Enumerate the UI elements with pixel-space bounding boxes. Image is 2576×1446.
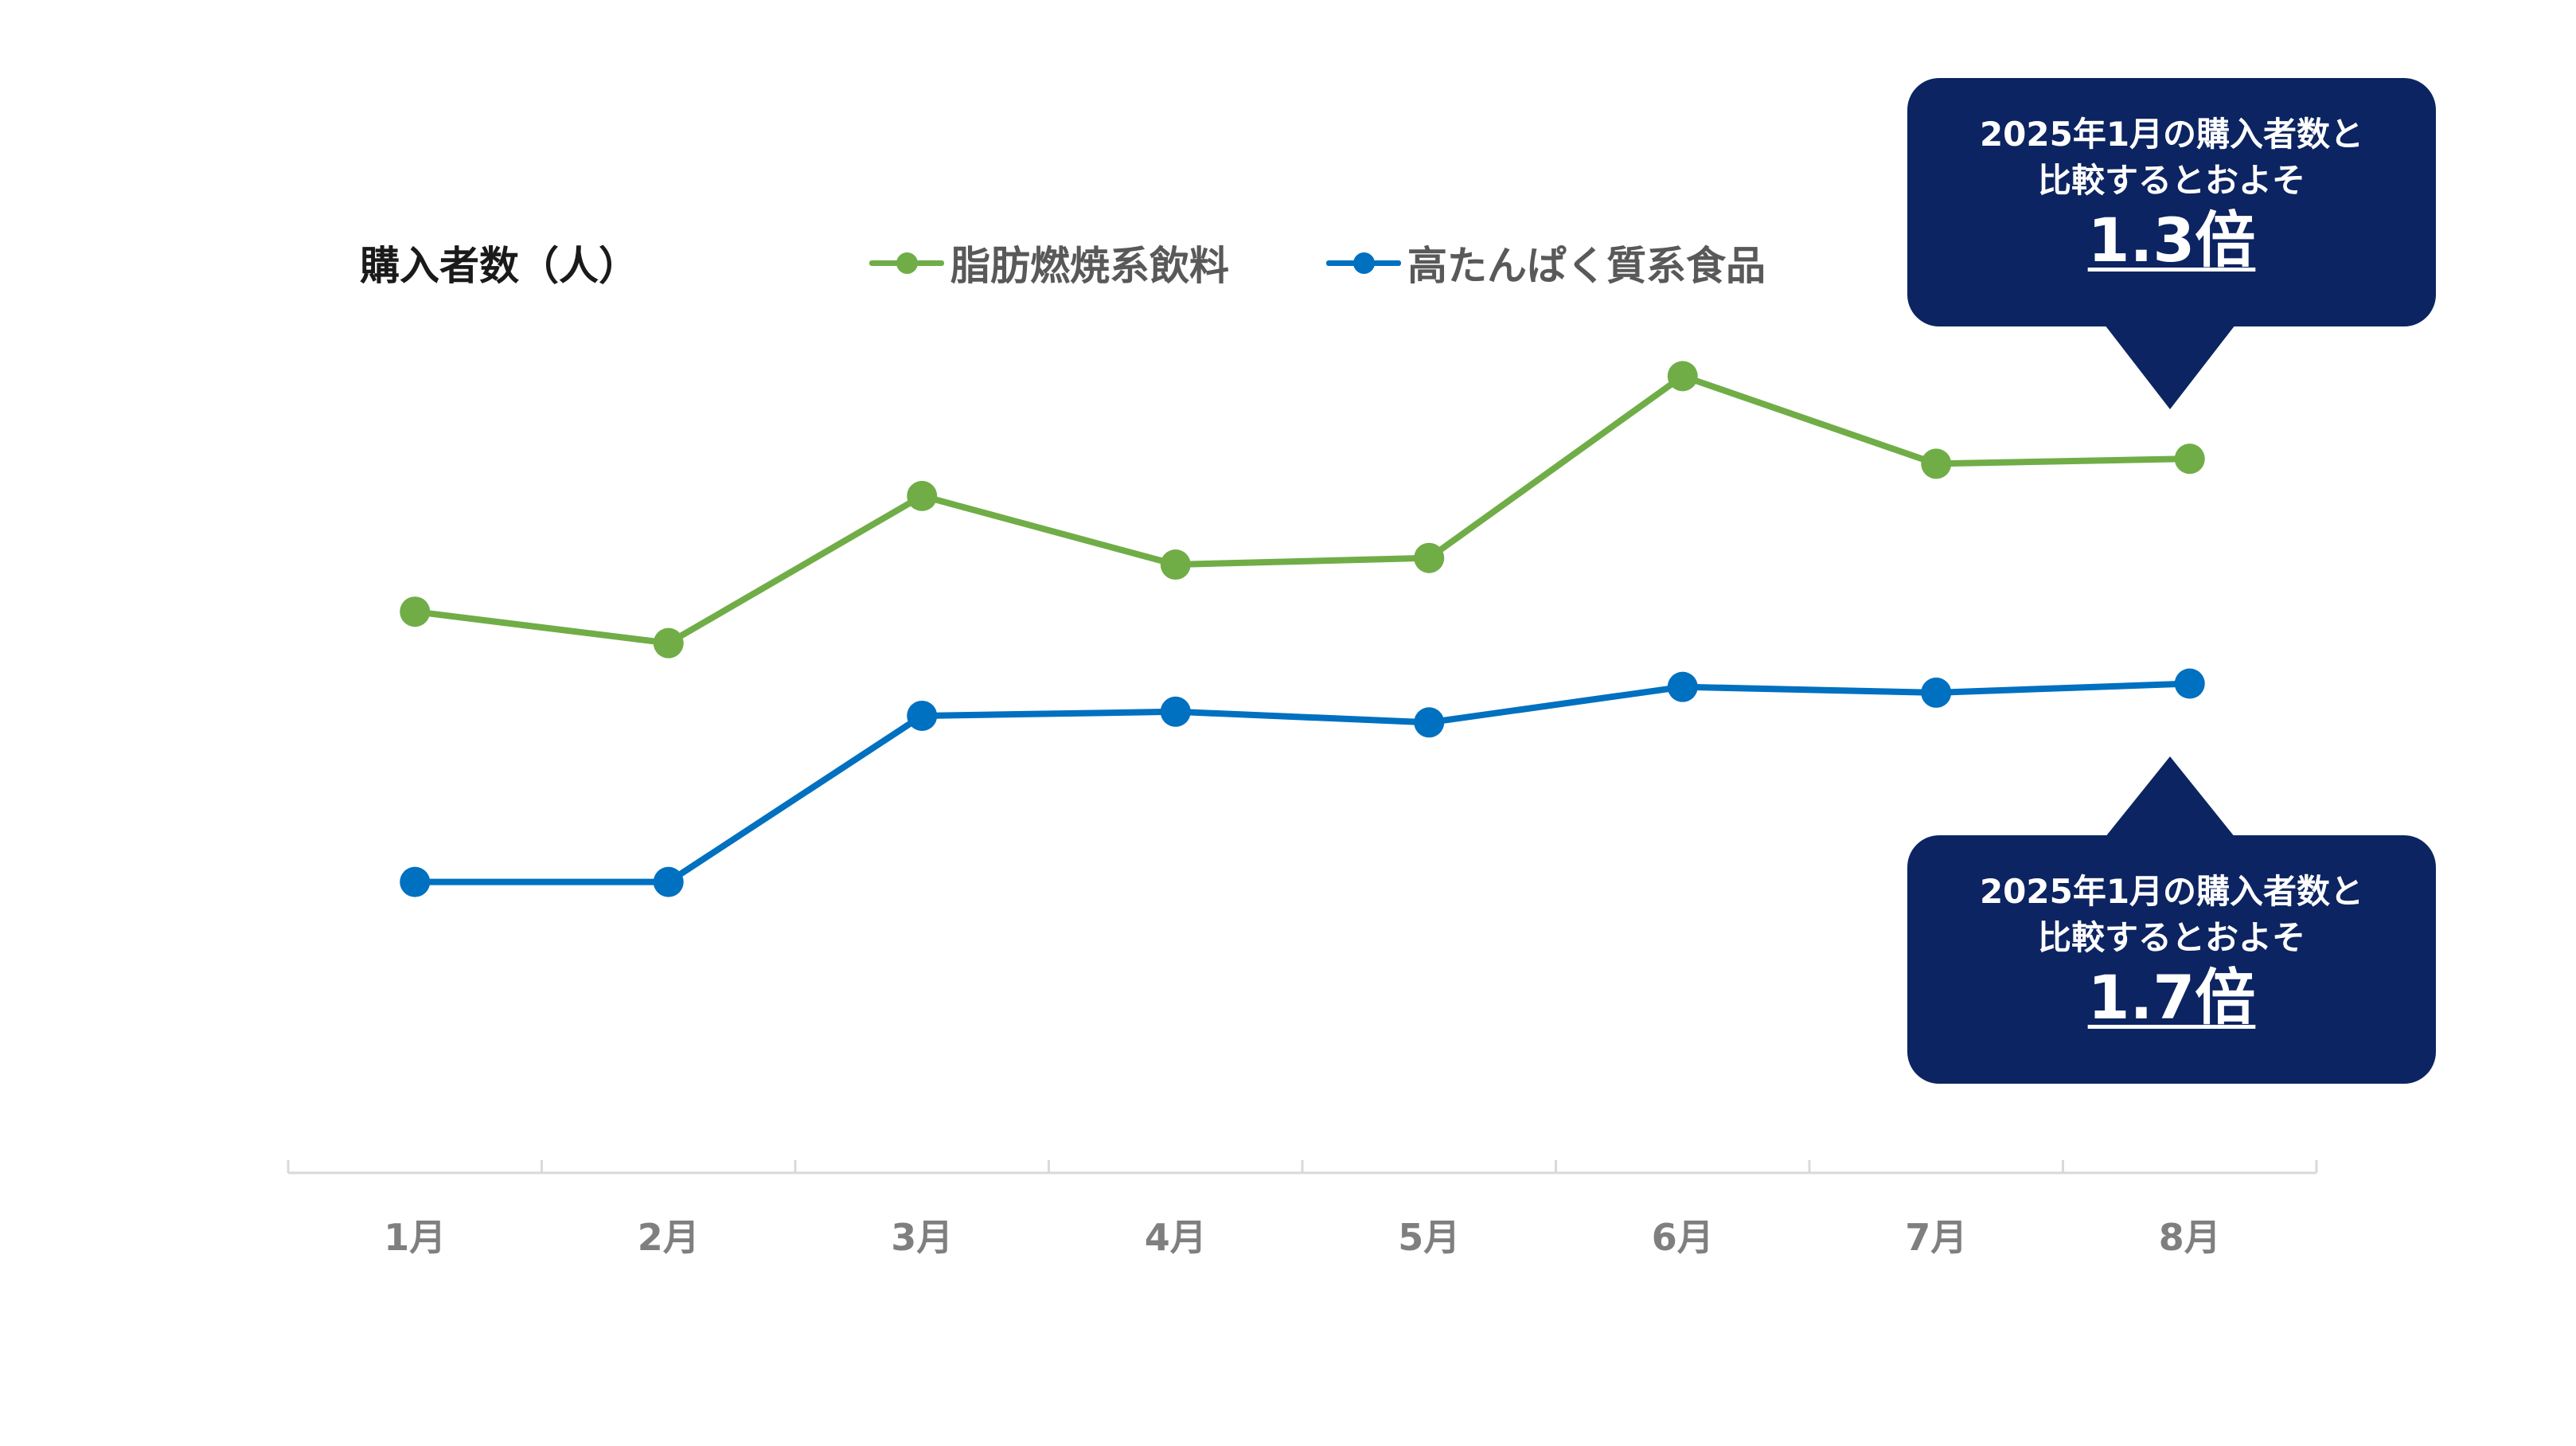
data-point-blue-4	[1160, 696, 1191, 727]
legend-item-fat-burning-drink: 脂肪燃焼系飲料	[869, 234, 1229, 291]
data-point-blue-5	[1414, 707, 1445, 738]
data-point-green-5	[1414, 542, 1445, 573]
legend-swatch-blue	[1326, 234, 1401, 291]
data-point-green-1	[400, 596, 431, 627]
x-tick-label: 6月	[1652, 1216, 1714, 1259]
data-point-green-2	[653, 627, 684, 659]
data-point-blue-2	[653, 866, 684, 897]
data-point-blue-6	[1667, 671, 1698, 702]
data-point-green-7	[1921, 448, 1952, 479]
y-axis-label: 購入者数（人）	[360, 243, 638, 289]
x-tick-label: 8月	[2159, 1216, 2221, 1259]
x-tick-label: 7月	[1905, 1216, 1967, 1259]
legend-label-fat-burning-drink: 脂肪燃焼系飲料	[950, 243, 1229, 289]
callout-blue-value: 1.7倍	[2087, 962, 2256, 1033]
callout-green-line2: 比較するとおよそ	[2037, 161, 2305, 200]
legend-dot-blue	[1353, 252, 1375, 274]
x-tick-label: 2月	[638, 1216, 700, 1259]
data-point-blue-3	[907, 700, 938, 731]
data-point-blue-1	[400, 866, 431, 897]
x-tick-label: 4月	[1145, 1216, 1207, 1259]
callout-blue-pointer	[2105, 756, 2235, 838]
legend-item-high-protein-food: 高たんぱく質系食品	[1326, 234, 1766, 291]
data-point-green-4	[1160, 549, 1191, 580]
legend-swatch-green	[869, 234, 944, 291]
callout-green-pointer	[2105, 325, 2235, 409]
callout-high-protein-food: 2025年1月の購入者数と 比較するとおよそ 1.7倍	[1907, 835, 2436, 1084]
callout-blue-line1: 2025年1月の購入者数と	[1979, 872, 2364, 911]
x-tick-label: 1月	[384, 1216, 446, 1259]
callout-green-value: 1.3倍	[2087, 205, 2256, 276]
data-point-blue-8	[2174, 668, 2205, 699]
x-tick-label: 5月	[1398, 1216, 1460, 1259]
data-point-blue-7	[1921, 677, 1952, 708]
data-point-green-3	[907, 480, 938, 511]
series-line-green	[412, 373, 2193, 647]
callout-blue-line2: 比較するとおよそ	[2037, 918, 2305, 957]
legend-dot-green	[896, 252, 918, 274]
data-point-green-6	[1667, 361, 1698, 392]
callout-green-line1: 2025年1月の購入者数と	[1979, 115, 2364, 154]
callout-fat-burning-drink: 2025年1月の購入者数と 比較するとおよそ 1.3倍	[1907, 78, 2436, 326]
x-tick-label: 3月	[891, 1216, 953, 1259]
legend-label-high-protein-food: 高たんぱく質系食品	[1407, 243, 1766, 289]
data-point-green-8	[2174, 444, 2205, 475]
series-line-blue	[412, 680, 2193, 885]
